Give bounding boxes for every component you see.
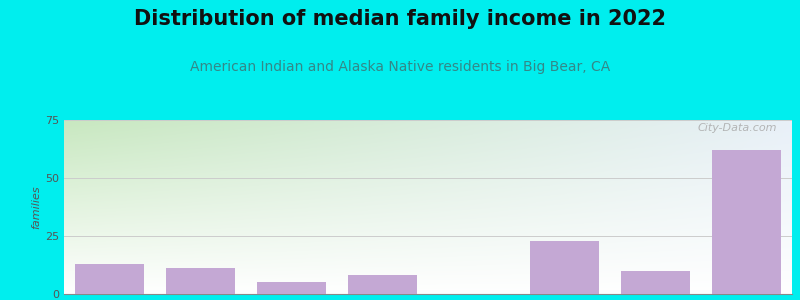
Text: Distribution of median family income in 2022: Distribution of median family income in … xyxy=(134,9,666,29)
Bar xyxy=(530,241,598,294)
Bar xyxy=(712,150,781,294)
Y-axis label: families: families xyxy=(31,185,41,229)
Text: City-Data.com: City-Data.com xyxy=(698,124,778,134)
Bar xyxy=(258,282,326,294)
Bar xyxy=(622,271,690,294)
Bar xyxy=(348,275,417,294)
Bar xyxy=(166,268,234,294)
Text: American Indian and Alaska Native residents in Big Bear, CA: American Indian and Alaska Native reside… xyxy=(190,60,610,74)
Bar xyxy=(75,264,144,294)
